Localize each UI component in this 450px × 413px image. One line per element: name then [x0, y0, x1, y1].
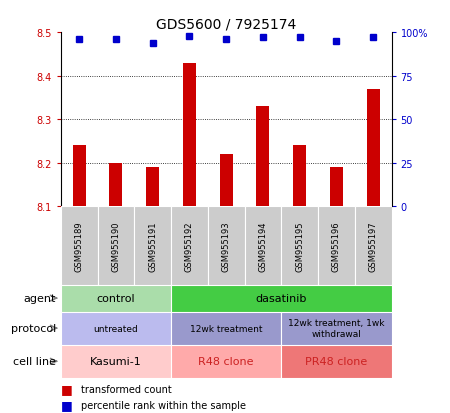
- Text: dasatinib: dasatinib: [256, 293, 307, 304]
- Bar: [208, 206, 244, 285]
- Text: Kasumi-1: Kasumi-1: [90, 356, 142, 366]
- Bar: [355, 206, 392, 285]
- Bar: [171, 345, 281, 378]
- Text: GSM955196: GSM955196: [332, 221, 341, 271]
- Bar: [73, 146, 86, 206]
- Text: untreated: untreated: [94, 324, 138, 333]
- Bar: [61, 345, 171, 378]
- Bar: [61, 285, 171, 312]
- Text: percentile rank within the sample: percentile rank within the sample: [81, 400, 246, 410]
- Bar: [256, 107, 269, 206]
- Text: GSM955197: GSM955197: [369, 221, 378, 271]
- Text: GSM955192: GSM955192: [185, 221, 194, 271]
- Bar: [281, 312, 392, 345]
- Bar: [367, 90, 379, 206]
- Text: transformed count: transformed count: [81, 384, 172, 394]
- Text: GSM955193: GSM955193: [221, 221, 230, 271]
- Text: 12wk treatment: 12wk treatment: [190, 324, 262, 333]
- Bar: [171, 206, 208, 285]
- Text: agent: agent: [24, 293, 56, 304]
- Text: ■: ■: [61, 382, 72, 396]
- Bar: [134, 206, 171, 285]
- Text: GSM955195: GSM955195: [295, 221, 304, 271]
- Bar: [171, 312, 281, 345]
- Text: GSM955194: GSM955194: [258, 221, 267, 271]
- Text: protocol: protocol: [11, 323, 56, 333]
- Bar: [244, 206, 281, 285]
- Bar: [146, 168, 159, 206]
- Text: 12wk treatment, 1wk
withdrawal: 12wk treatment, 1wk withdrawal: [288, 319, 385, 338]
- Text: ■: ■: [61, 398, 72, 411]
- Bar: [293, 146, 306, 206]
- Bar: [171, 285, 392, 312]
- Bar: [61, 206, 98, 285]
- Text: cell line: cell line: [13, 356, 56, 366]
- Bar: [98, 206, 134, 285]
- Bar: [183, 64, 196, 206]
- Bar: [109, 163, 122, 206]
- Bar: [220, 154, 233, 206]
- Bar: [330, 168, 343, 206]
- Bar: [318, 206, 355, 285]
- Text: GSM955191: GSM955191: [148, 221, 157, 271]
- Bar: [281, 206, 318, 285]
- Title: GDS5600 / 7925174: GDS5600 / 7925174: [156, 18, 296, 32]
- Text: R48 clone: R48 clone: [198, 356, 254, 366]
- Text: GSM955189: GSM955189: [75, 221, 84, 271]
- Bar: [61, 312, 171, 345]
- Text: PR48 clone: PR48 clone: [305, 356, 368, 366]
- Text: control: control: [97, 293, 135, 304]
- Bar: [281, 345, 392, 378]
- Text: GSM955190: GSM955190: [112, 221, 121, 271]
